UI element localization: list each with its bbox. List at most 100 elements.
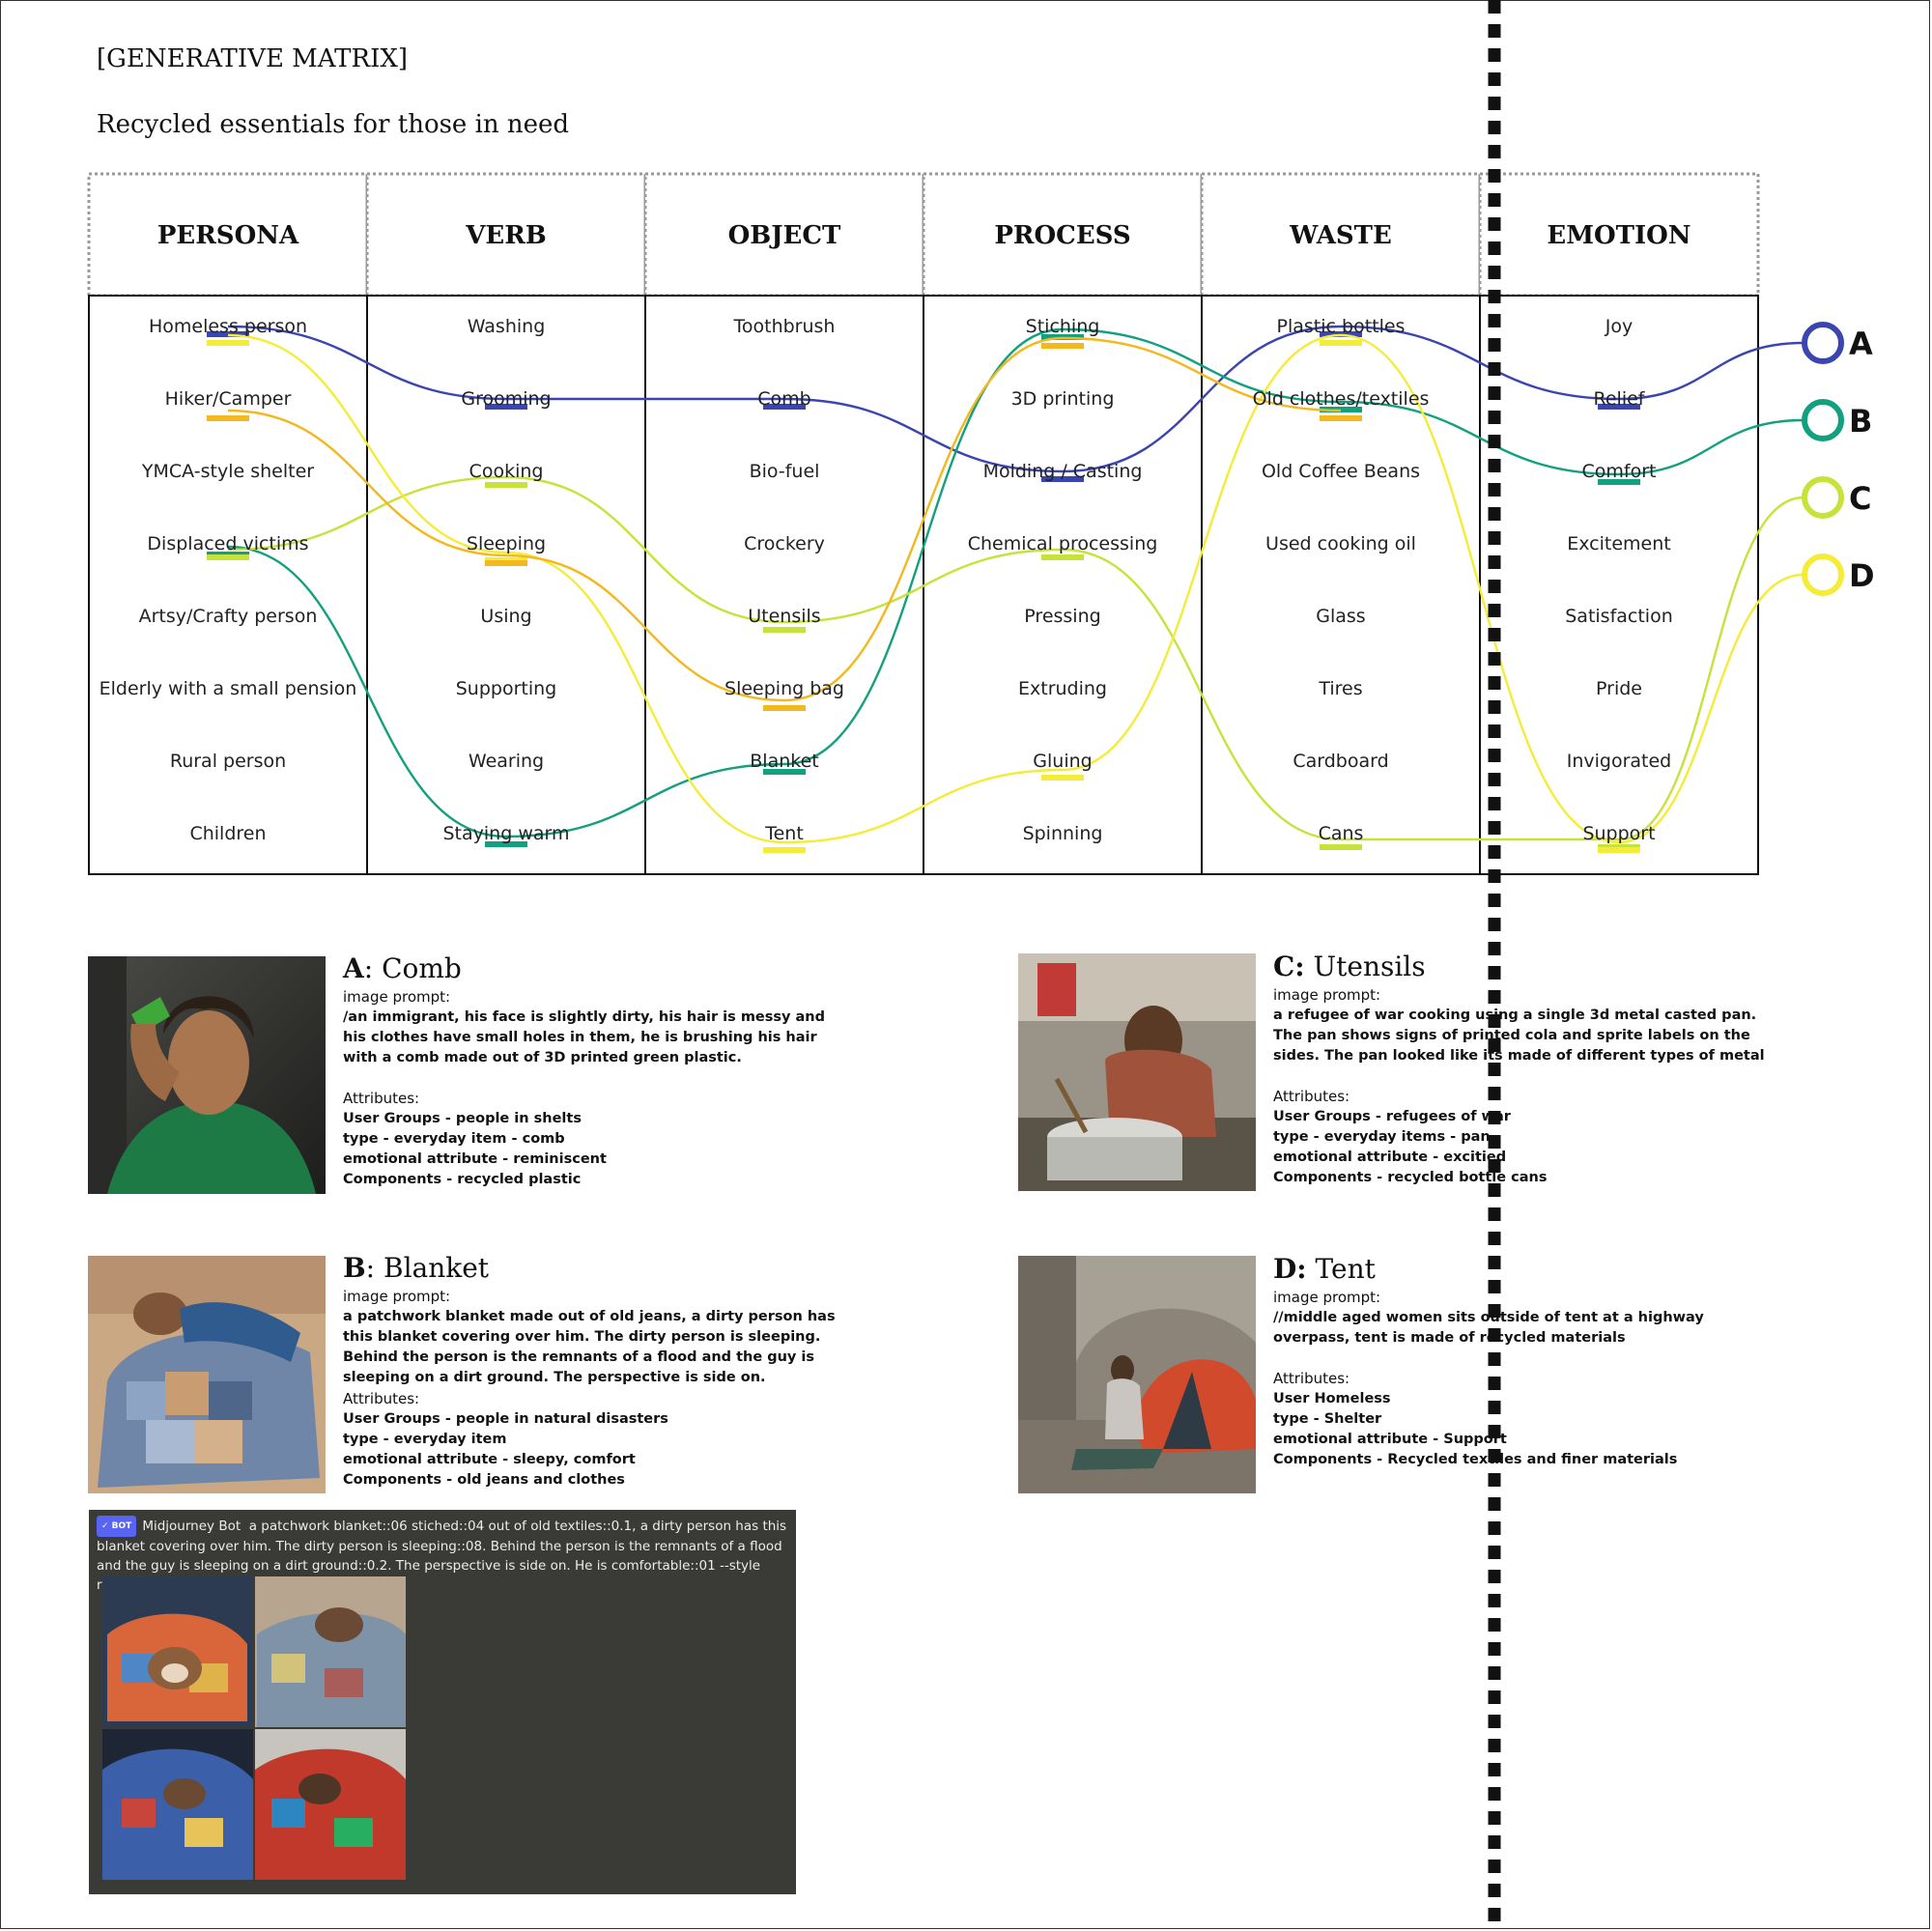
matrix-item: Bio-fuel [750, 461, 820, 482]
card-d-attribute: type - Shelter [1273, 1410, 1382, 1427]
matrix-item: Utensils [748, 606, 820, 627]
matrix-item: Chemical processing [968, 533, 1158, 554]
card-b-attributes-label: Attributes: [343, 1389, 420, 1407]
matrix-item: Elderly with a small pension [99, 678, 357, 699]
card-b-prompt-label: image prompt: [343, 1287, 451, 1305]
matrix-item: Children [189, 823, 266, 844]
matrix-item: Extruding [1018, 678, 1107, 699]
path-marker [1320, 340, 1362, 346]
matrix-item: Washing [468, 316, 546, 337]
column-header-object: OBJECT [728, 221, 841, 250]
legend-label-a: A [1849, 326, 1873, 362]
matrix-item: Glass [1316, 606, 1365, 627]
card-a-prompt: /an immigrant, his face is slightly dirt… [343, 1008, 826, 1065]
card-a-title: A: Comb [343, 952, 845, 984]
card-b-attribute: type - everyday item [343, 1431, 507, 1447]
path-marker [1041, 343, 1084, 349]
tent-scene-image [1018, 1256, 1256, 1493]
header-cell [365, 172, 647, 298]
legend-label-d: D [1849, 557, 1875, 594]
matrix-item: Old Coffee Beans [1262, 461, 1420, 482]
column-cell [1479, 295, 1759, 875]
matrix-item: Sleeping bag [724, 678, 844, 699]
card-a-prompt-label: image prompt: [343, 987, 451, 1006]
matrix-item: Rural person [170, 751, 286, 772]
card-b-attribute: Components - old jeans and clothes [343, 1471, 625, 1488]
matrix-item: Using [480, 606, 531, 627]
generated-image-4 [255, 1729, 406, 1880]
matrix-item: Blanket [750, 751, 818, 772]
matrix-item: Plastic bottles [1277, 316, 1406, 337]
matrix-item: Wearing [469, 751, 544, 772]
legend-label-c: C [1849, 480, 1871, 517]
path-marker [1598, 404, 1640, 410]
card-c-attribute: User Groups - refugees of war [1273, 1108, 1511, 1124]
card-a-attribute: Components - recycled plastic [343, 1171, 582, 1187]
header-cell [1200, 172, 1482, 298]
matrix-item: Cans [1319, 823, 1364, 844]
path-marker [1041, 554, 1084, 560]
path-marker [207, 554, 249, 560]
matrix-item: Displaced victims [147, 533, 308, 554]
generated-image-1 [102, 1576, 253, 1727]
path-marker [207, 340, 249, 346]
card-a: A: Comb image prompt: /an immigrant, his… [343, 952, 845, 1190]
matrix-item: Tires [1318, 678, 1362, 699]
legend-label-b: B [1849, 403, 1872, 440]
matrix-item: Relief [1594, 388, 1646, 410]
matrix-item: Supporting [456, 678, 557, 699]
matrix-item: Crockery [744, 533, 825, 554]
bot-badge: ✓ BOT [97, 1516, 137, 1537]
matrix-item: Support [1582, 823, 1655, 844]
column-header-emotion: EMOTION [1547, 221, 1690, 250]
connection-path-extra [227, 336, 1342, 702]
card-c-attribute: type - everyday items - pan [1273, 1128, 1491, 1145]
matrix-item: Toothbrush [733, 316, 836, 337]
path-marker [1320, 415, 1362, 421]
matrix-item: Comb [757, 388, 810, 410]
card-d-title: D: Tent [1273, 1254, 1776, 1285]
card-a-letter: A [343, 952, 364, 984]
card-b-title: B: Blanket [343, 1252, 845, 1284]
path-marker [1598, 479, 1640, 485]
header-cell [87, 172, 369, 298]
matrix-item: Spinning [1023, 823, 1103, 844]
path-marker [485, 841, 527, 847]
card-b-title-text: : Blanket [365, 1252, 490, 1284]
connection-path-d [227, 333, 1804, 844]
path-marker [763, 847, 806, 853]
card-c: C: Utensils image prompt: a refugee of w… [1273, 951, 1776, 1188]
matrix-item: Pride [1596, 678, 1642, 699]
generated-image-3 [102, 1729, 253, 1880]
matrix-item: Used cooking oil [1265, 533, 1416, 554]
legend-circle-a [1802, 322, 1844, 364]
utensils-scene-image [1018, 953, 1256, 1191]
card-a-title-text: : Comb [363, 952, 462, 984]
column-header-persona: PERSONA [157, 221, 299, 250]
card-a-attribute: type - everyday item - comb [343, 1130, 565, 1147]
card-d-attributes-label: Attributes: [1273, 1369, 1350, 1387]
card-b-letter: B [343, 1252, 366, 1284]
path-marker [1041, 775, 1084, 781]
matrix-item: Old clothes/textiles [1253, 388, 1430, 410]
card-c-attribute: emotional attribute - excitied [1273, 1149, 1507, 1165]
page-heading: [GENERATIVE MATRIX] [97, 44, 409, 73]
column-header-verb: VERB [465, 221, 547, 250]
connection-path-a [227, 325, 1804, 473]
matrix-item: 3D printing [1011, 388, 1115, 410]
header-cell [1478, 172, 1760, 298]
bot-author[interactable]: Midjourney Bot [142, 1519, 242, 1534]
generated-image-grid[interactable] [102, 1576, 406, 1880]
matrix-item: Joy [1605, 316, 1633, 337]
page-subtitle: Recycled essentials for those in need [97, 110, 570, 139]
legend-circle-b [1802, 399, 1844, 441]
path-marker [1320, 844, 1362, 850]
card-b-attribute: emotional attribute - sleepy, comfort [343, 1451, 636, 1467]
matrix-item: Staying warm [443, 823, 570, 844]
matrix-item: Cooking [469, 461, 544, 482]
matrix-item: Homeless person [149, 316, 307, 337]
matrix-item: Invigorated [1567, 751, 1672, 772]
card-d-attribute: User Homeless [1273, 1390, 1391, 1406]
matrix-item: Molding / Casting [983, 461, 1143, 482]
